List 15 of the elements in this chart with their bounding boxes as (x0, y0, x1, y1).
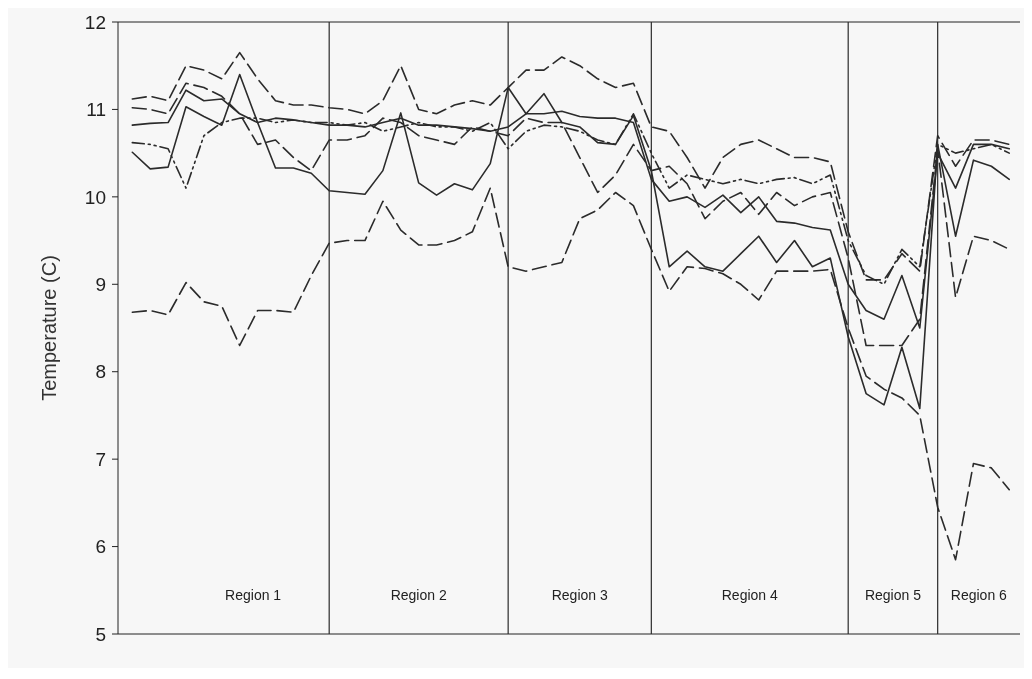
y-tick-label: 12 (84, 11, 106, 33)
annotation: Region 1 (225, 587, 282, 603)
annotation: Region 5 (864, 587, 922, 603)
y-tick-label: 7 (95, 448, 106, 470)
annotation: Region 6 (950, 587, 1008, 603)
y-tick-label: 11 (86, 99, 106, 121)
y-tick-label: 8 (95, 361, 106, 383)
annotation: Region 3 (551, 587, 608, 603)
annotation: Region 2 (390, 587, 447, 603)
y-axis-title: Temperature (C) (38, 255, 60, 401)
y-tick-label: 5 (95, 623, 106, 645)
annotation: Region 4 (721, 587, 778, 603)
y-tick-label: 9 (95, 273, 106, 295)
y-tick-label: 10 (84, 186, 106, 208)
y-tick-label: 6 (95, 536, 106, 558)
